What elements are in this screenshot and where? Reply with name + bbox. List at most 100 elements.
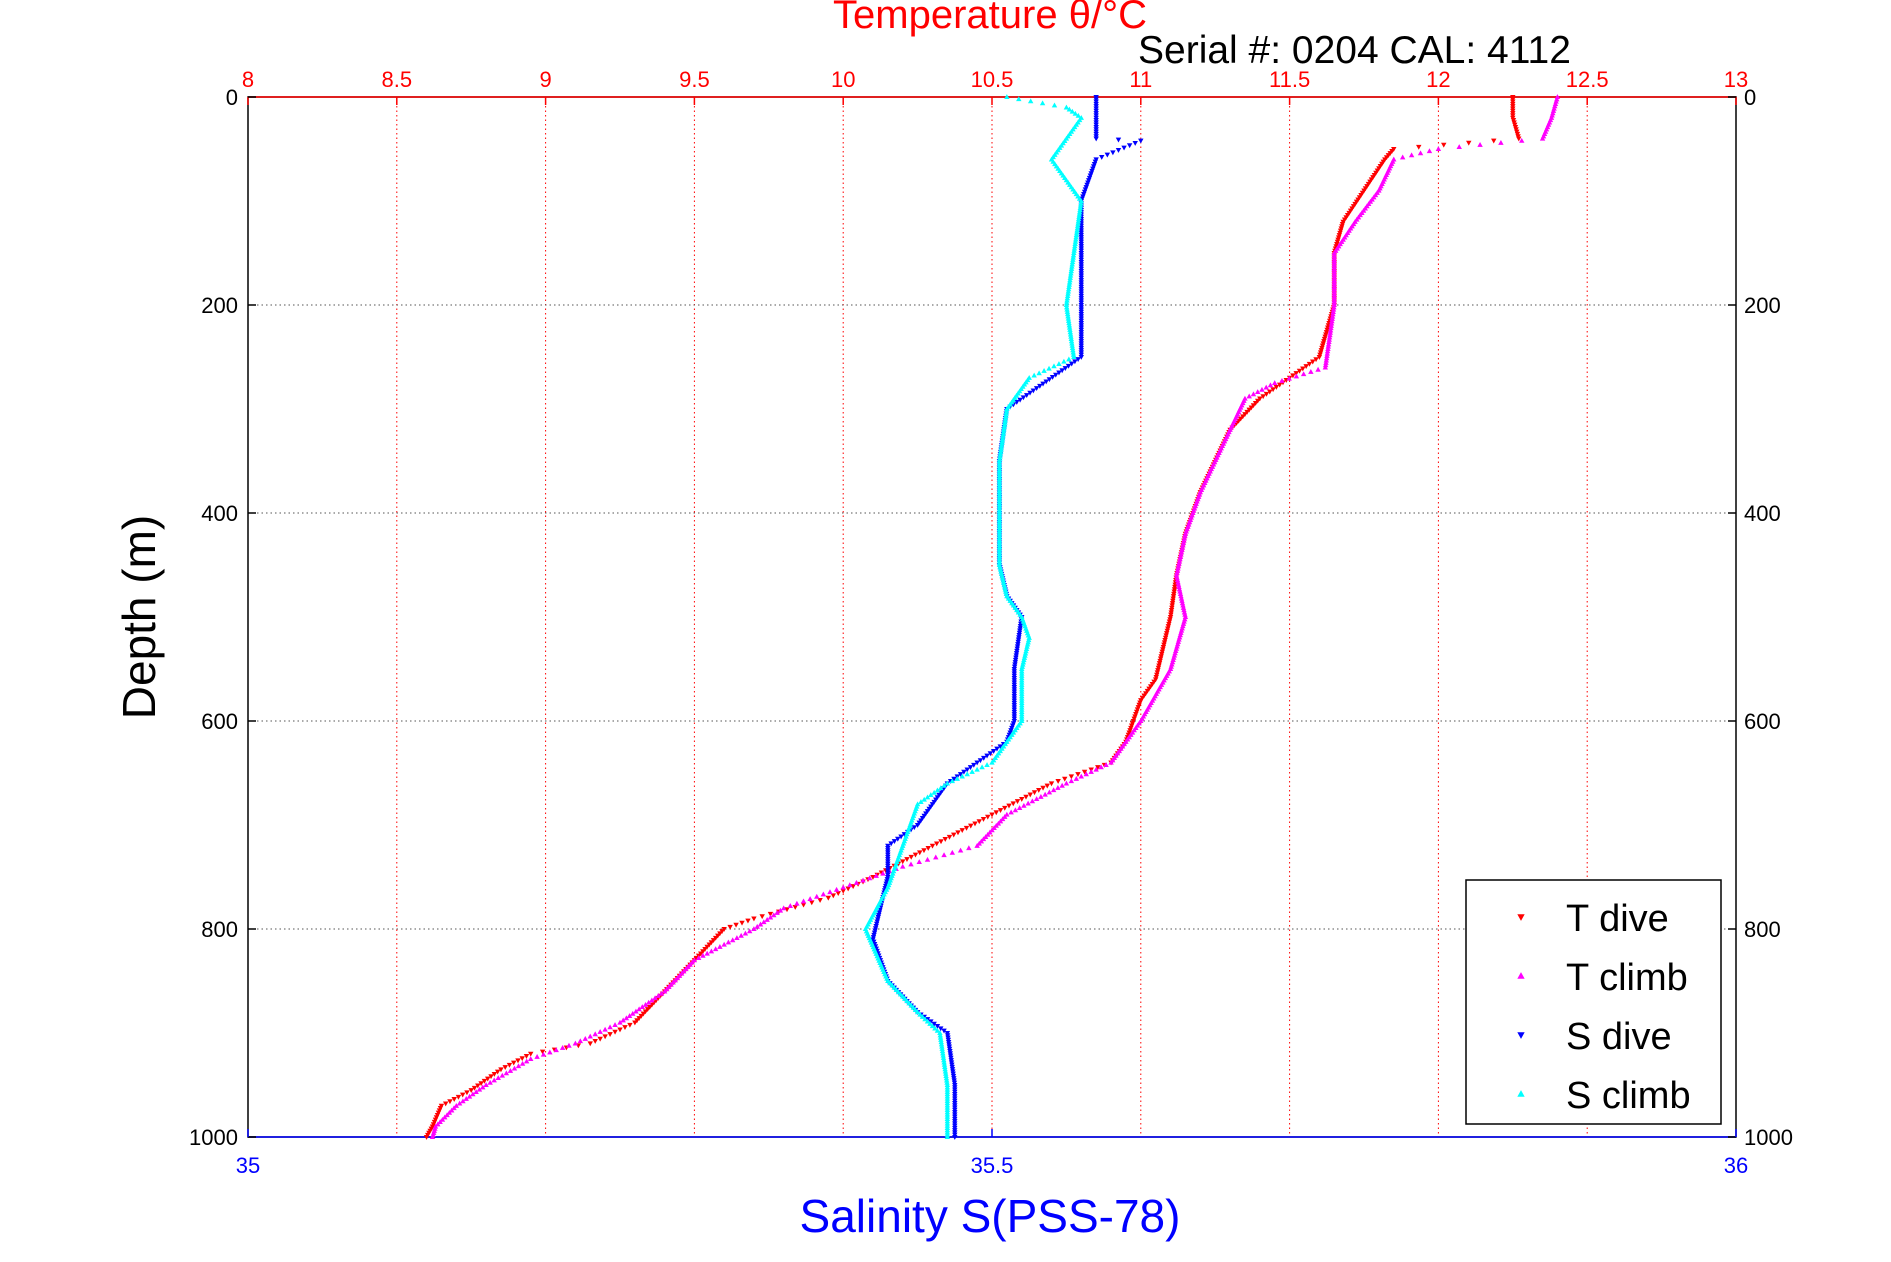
data-point xyxy=(1072,110,1079,116)
data-point xyxy=(1313,357,1319,363)
data-point xyxy=(767,914,774,920)
data-point xyxy=(566,1042,572,1048)
data-point xyxy=(1044,783,1050,789)
data-point xyxy=(1098,764,1104,770)
salinity-axis-label: Salinity S(PSS-78) xyxy=(800,1190,1181,1242)
data-point xyxy=(936,792,942,798)
data-point xyxy=(652,995,658,1001)
depth-tick-label-left: 400 xyxy=(201,501,238,526)
data-point xyxy=(451,1105,457,1111)
data-point xyxy=(1093,127,1099,133)
data-point xyxy=(1477,142,1483,147)
data-point xyxy=(1023,794,1029,800)
data-point xyxy=(739,920,745,926)
data-point xyxy=(655,993,661,998)
data-point xyxy=(1129,723,1135,729)
data-point xyxy=(658,990,665,996)
data-point xyxy=(507,1068,514,1073)
data-point xyxy=(436,1108,443,1114)
data-point xyxy=(1093,106,1099,112)
data-point xyxy=(1435,146,1442,152)
data-point xyxy=(475,1083,481,1089)
data-point xyxy=(672,977,678,983)
data-point xyxy=(929,802,936,808)
data-point xyxy=(1093,115,1099,121)
data-point xyxy=(800,898,807,904)
data-point xyxy=(488,1074,494,1080)
data-point xyxy=(1093,108,1099,114)
data-point xyxy=(602,1026,608,1032)
data-point xyxy=(734,935,740,940)
data-point xyxy=(1511,120,1517,126)
data-point xyxy=(1083,185,1089,190)
data-point xyxy=(967,765,974,771)
legend-marker xyxy=(1517,972,1525,979)
data-point xyxy=(914,1009,921,1015)
data-point xyxy=(1009,723,1016,729)
data-point xyxy=(623,1015,630,1021)
data-point xyxy=(1002,814,1008,819)
data-point xyxy=(1050,787,1057,793)
data-point xyxy=(630,1010,636,1016)
data-point xyxy=(933,854,939,860)
data-point xyxy=(617,1027,623,1033)
data-point xyxy=(676,972,683,978)
grid xyxy=(248,97,1736,1137)
data-point xyxy=(540,1051,547,1057)
data-point xyxy=(627,1022,633,1028)
data-point xyxy=(1129,721,1136,727)
data-point xyxy=(1276,382,1283,388)
data-point xyxy=(1073,775,1080,781)
data-point xyxy=(963,825,970,831)
data-point xyxy=(446,1109,453,1115)
data-point xyxy=(1169,601,1176,606)
data-point xyxy=(919,1014,926,1019)
data-point xyxy=(997,818,1004,824)
data-point xyxy=(434,1112,441,1118)
data-point xyxy=(1027,98,1034,104)
data-point xyxy=(626,1013,633,1018)
data-point xyxy=(444,1112,450,1118)
data-point xyxy=(1167,617,1173,623)
data-point xyxy=(845,886,851,892)
data-point xyxy=(912,1007,919,1013)
data-point xyxy=(981,755,987,761)
data-point xyxy=(1066,106,1073,112)
data-point xyxy=(1170,594,1177,600)
data-point xyxy=(964,771,970,777)
data-point xyxy=(1137,700,1143,706)
data-point xyxy=(974,842,980,848)
data-point xyxy=(1014,799,1021,805)
data-point xyxy=(674,975,681,981)
data-point xyxy=(1059,782,1065,788)
data-point xyxy=(1510,108,1516,114)
data-point xyxy=(934,1027,941,1033)
data-point xyxy=(1038,793,1044,799)
data-point xyxy=(1090,166,1096,172)
data-point xyxy=(1063,780,1070,786)
data-point xyxy=(1004,94,1010,100)
data-point xyxy=(946,834,953,840)
data-point xyxy=(1166,619,1173,625)
data-point xyxy=(928,792,934,798)
depth-tick-label-right: 1000 xyxy=(1744,1125,1793,1150)
data-point xyxy=(944,780,951,786)
data-point xyxy=(938,785,944,791)
data-point xyxy=(761,919,767,925)
depth-tick-label-right: 800 xyxy=(1744,917,1781,942)
data-point xyxy=(460,1098,466,1104)
data-point xyxy=(974,766,980,772)
data-point xyxy=(1051,363,1057,369)
data-point xyxy=(900,859,906,865)
data-point xyxy=(1160,647,1166,653)
data-point xyxy=(1279,377,1285,383)
temperature-tick-label: 11.5 xyxy=(1269,67,1310,92)
series-layer xyxy=(423,94,1561,1140)
data-point xyxy=(1082,187,1089,193)
data-point xyxy=(738,932,744,938)
depth-tick-label-left: 600 xyxy=(201,709,238,734)
data-point xyxy=(1170,596,1176,602)
legend-label: T climb xyxy=(1566,957,1688,999)
legend-items: T dive T climb S dive S climb xyxy=(1517,898,1691,1117)
legend-label: T dive xyxy=(1566,898,1669,940)
